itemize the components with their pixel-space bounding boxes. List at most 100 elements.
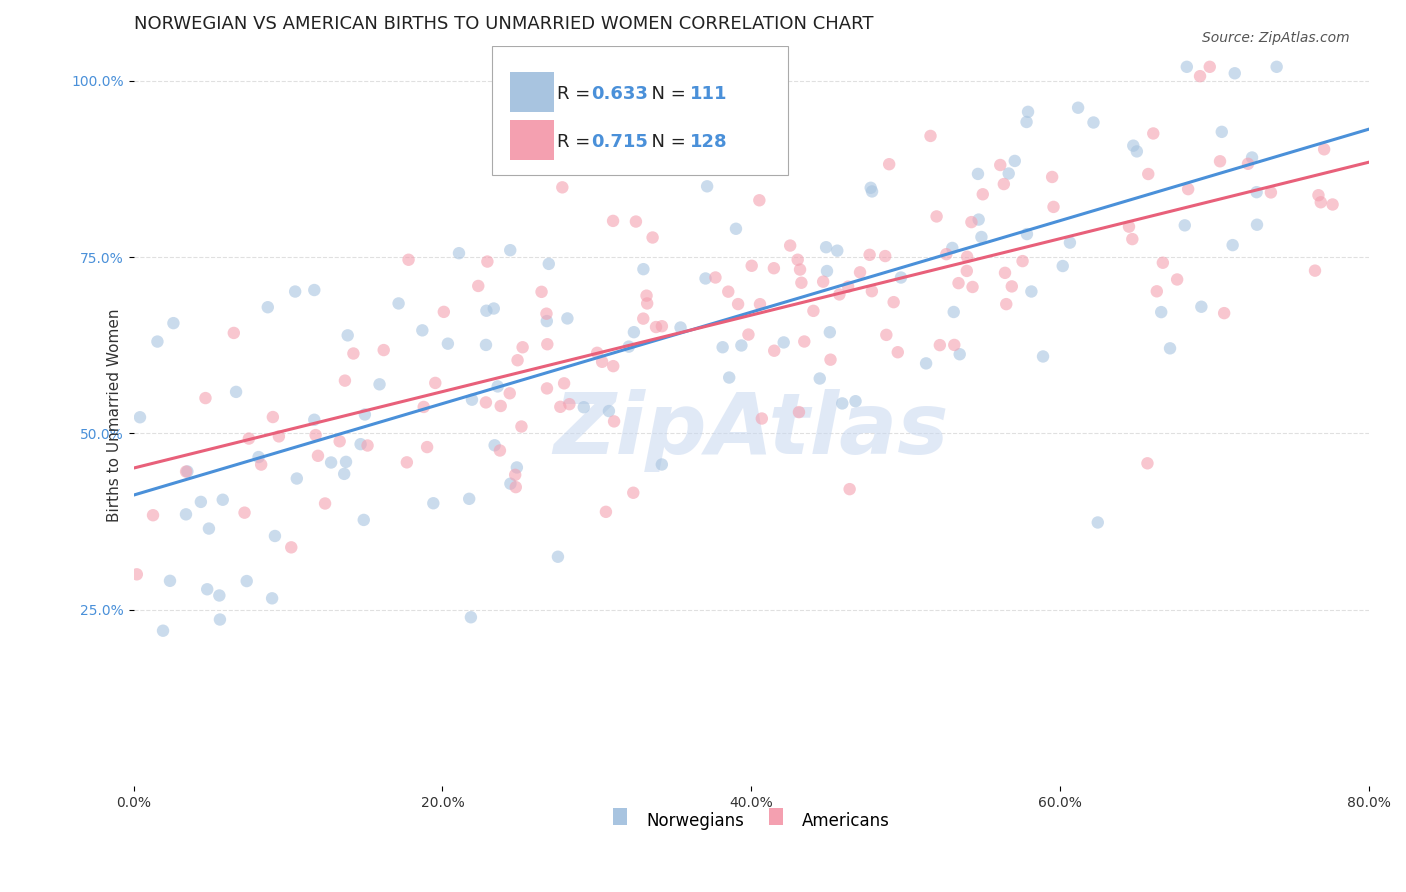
Point	[1246, 218, 1268, 232]
Point	[837, 279, 859, 293]
Point	[536, 381, 558, 395]
Point	[395, 455, 418, 469]
Point	[1260, 186, 1282, 200]
Point	[949, 347, 972, 361]
Point	[433, 305, 456, 319]
Point	[1015, 227, 1038, 241]
Point	[499, 386, 522, 401]
Point	[595, 505, 617, 519]
Point	[1309, 195, 1331, 210]
Point	[235, 574, 257, 588]
Point	[636, 296, 658, 310]
Point	[336, 328, 359, 343]
Point	[763, 343, 786, 358]
Point	[437, 336, 460, 351]
Point	[1322, 197, 1344, 211]
Point	[146, 334, 169, 349]
Point	[943, 338, 966, 352]
Point	[1136, 456, 1159, 470]
Point	[793, 334, 815, 349]
Point	[1040, 169, 1063, 184]
Y-axis label: Births to Unmarried Women: Births to Unmarried Women	[107, 309, 122, 523]
Point	[530, 285, 553, 299]
Text: Source: ZipAtlas.com: Source: ZipAtlas.com	[1202, 31, 1350, 45]
Point	[962, 280, 984, 294]
Point	[808, 371, 831, 385]
Point	[499, 243, 522, 257]
Point	[1159, 342, 1181, 356]
Point	[1001, 279, 1024, 293]
Point	[267, 429, 290, 443]
Point	[623, 325, 645, 339]
Point	[641, 230, 664, 244]
Point	[651, 319, 673, 334]
Point	[1067, 101, 1090, 115]
Point	[935, 247, 957, 261]
Point	[956, 264, 979, 278]
Point	[489, 443, 512, 458]
Point	[1152, 256, 1174, 270]
Point	[550, 400, 572, 414]
Point	[860, 284, 883, 298]
Point	[422, 496, 444, 510]
Point	[1142, 127, 1164, 141]
Point	[737, 327, 759, 342]
Point	[373, 343, 395, 357]
Point	[1015, 115, 1038, 129]
Point	[489, 399, 512, 413]
Point	[416, 440, 439, 454]
Point	[1021, 285, 1043, 299]
Point	[920, 128, 942, 143]
Point	[264, 529, 287, 543]
Point	[482, 301, 505, 316]
Point	[195, 582, 218, 597]
Point	[1126, 145, 1149, 159]
Point	[942, 305, 965, 319]
Point	[995, 297, 1018, 311]
Point	[353, 513, 375, 527]
Point	[988, 158, 1011, 172]
Point	[724, 221, 747, 235]
Point	[1174, 219, 1197, 233]
Point	[460, 610, 482, 624]
Point	[467, 279, 489, 293]
Point	[349, 437, 371, 451]
Point	[883, 295, 905, 310]
Point	[651, 458, 673, 472]
Point	[1004, 153, 1026, 168]
Point	[1213, 306, 1236, 320]
Point	[333, 374, 356, 388]
Point	[162, 316, 184, 330]
Point	[741, 259, 763, 273]
Point	[844, 394, 866, 409]
Point	[749, 297, 772, 311]
Point	[948, 276, 970, 290]
Point	[875, 327, 897, 342]
Point	[387, 296, 409, 310]
Point	[256, 300, 278, 314]
Point	[262, 591, 284, 606]
Point	[475, 395, 498, 409]
Point	[859, 248, 882, 262]
Point	[398, 252, 420, 267]
Point	[329, 434, 352, 449]
Point	[314, 496, 336, 510]
FancyBboxPatch shape	[510, 120, 554, 161]
Point	[1240, 151, 1263, 165]
Text: R =: R =	[557, 133, 596, 151]
Point	[695, 271, 717, 285]
Point	[1223, 66, 1246, 80]
Point	[225, 384, 247, 399]
Point	[633, 311, 655, 326]
Point	[728, 60, 751, 74]
Text: N =: N =	[640, 85, 692, 103]
Point	[233, 506, 256, 520]
Point	[1189, 300, 1212, 314]
Point	[624, 214, 647, 228]
Point	[827, 244, 849, 258]
Point	[696, 179, 718, 194]
Point	[222, 326, 245, 340]
Point	[208, 613, 231, 627]
Point	[536, 337, 558, 351]
Point	[727, 297, 749, 311]
